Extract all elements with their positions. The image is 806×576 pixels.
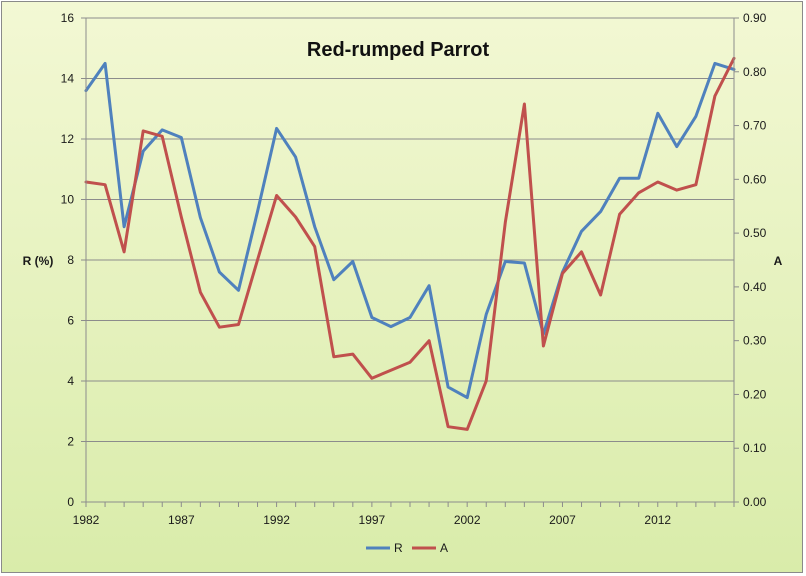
right-tick-label: 0.20 [743, 387, 767, 401]
right-tick-label: 0.40 [743, 280, 767, 294]
axes [81, 17, 739, 507]
x-tick-label: 2002 [454, 513, 481, 527]
left-tick-label: 12 [61, 132, 75, 146]
series-lines [84, 56, 736, 431]
left-tick-label: 14 [61, 72, 75, 86]
right-tick-label: 0.30 [743, 334, 767, 348]
series-line-r [84, 61, 736, 400]
x-tick-label: 1982 [73, 513, 100, 527]
right-tick-label: 0.60 [743, 172, 767, 186]
right-tick-label: 0.90 [743, 11, 767, 25]
right-tick-label: 0.70 [743, 119, 767, 133]
left-tick-label: 10 [61, 193, 75, 207]
chart-title: Red-rumped Parrot [307, 39, 490, 61]
x-tick-label: 1987 [168, 513, 195, 527]
left-tick-label: 4 [67, 374, 74, 388]
left-axis-title: R (%) [23, 254, 54, 268]
legend: R A [366, 541, 448, 555]
legend-label-a: A [440, 541, 448, 555]
tick-labels: 0 2 4 6 8 10 12 14 16 0.00 0.10 0.20 0.30 0.40 0.50 0.6… [61, 11, 767, 527]
right-tick-label: 0.80 [743, 65, 767, 79]
right-tick-label: 0.50 [743, 226, 767, 240]
x-tick-label: 1997 [359, 513, 386, 527]
left-tick-label: 6 [67, 314, 74, 328]
x-tick-label: 2012 [644, 513, 671, 527]
gridlines [86, 17, 734, 442]
x-tick-label: 1992 [263, 513, 290, 527]
legend-label-r: R [394, 541, 403, 555]
left-tick-label: 2 [67, 435, 74, 449]
left-tick-label: 16 [61, 11, 75, 25]
series-line-a [84, 56, 736, 431]
right-tick-label: 0.00 [743, 495, 767, 509]
right-tick-label: 0.10 [743, 441, 767, 455]
left-tick-label: 0 [67, 495, 74, 509]
x-tick-label: 2007 [549, 513, 576, 527]
left-tick-label: 8 [67, 253, 74, 267]
right-axis-title: A [774, 254, 783, 268]
